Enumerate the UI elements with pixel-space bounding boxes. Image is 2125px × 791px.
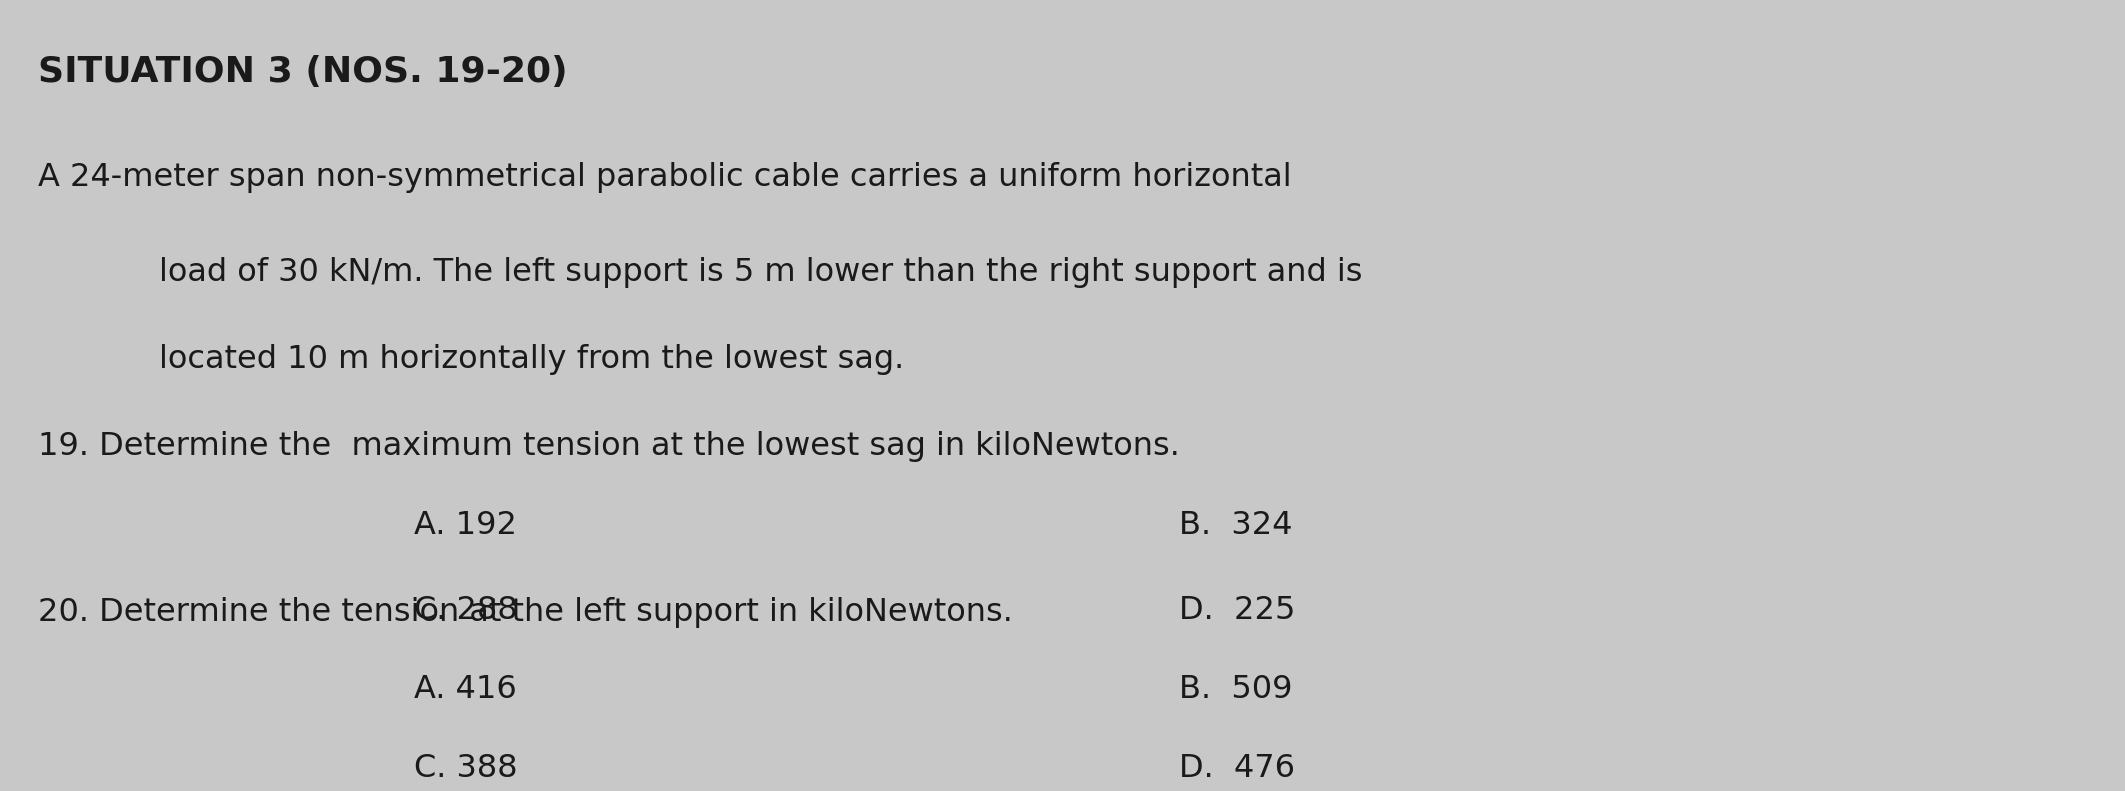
Text: SITUATION 3 (NOS. 19-20): SITUATION 3 (NOS. 19-20): [38, 55, 567, 89]
Text: B.  324: B. 324: [1179, 510, 1292, 541]
Text: A. 192: A. 192: [414, 510, 516, 541]
Text: A 24-meter span non-symmetrical parabolic cable carries a uniform horizontal: A 24-meter span non-symmetrical paraboli…: [38, 162, 1292, 193]
Text: D.  225: D. 225: [1179, 595, 1296, 626]
Text: C. 288: C. 288: [414, 595, 518, 626]
Text: located 10 m horizontally from the lowest sag.: located 10 m horizontally from the lowes…: [159, 344, 905, 375]
Text: A. 416: A. 416: [414, 674, 516, 705]
Text: 19. Determine the  maximum tension at the lowest sag in kiloNewtons.: 19. Determine the maximum tension at the…: [38, 431, 1179, 462]
Text: B.  509: B. 509: [1179, 674, 1292, 705]
Text: C. 388: C. 388: [414, 753, 518, 784]
Text: load of 30 kN/m. The left support is 5 m lower than the right support and is: load of 30 kN/m. The left support is 5 m…: [159, 257, 1362, 288]
Text: 20. Determine the tension at the left support in kiloNewtons.: 20. Determine the tension at the left su…: [38, 597, 1014, 628]
Text: D.  476: D. 476: [1179, 753, 1296, 784]
